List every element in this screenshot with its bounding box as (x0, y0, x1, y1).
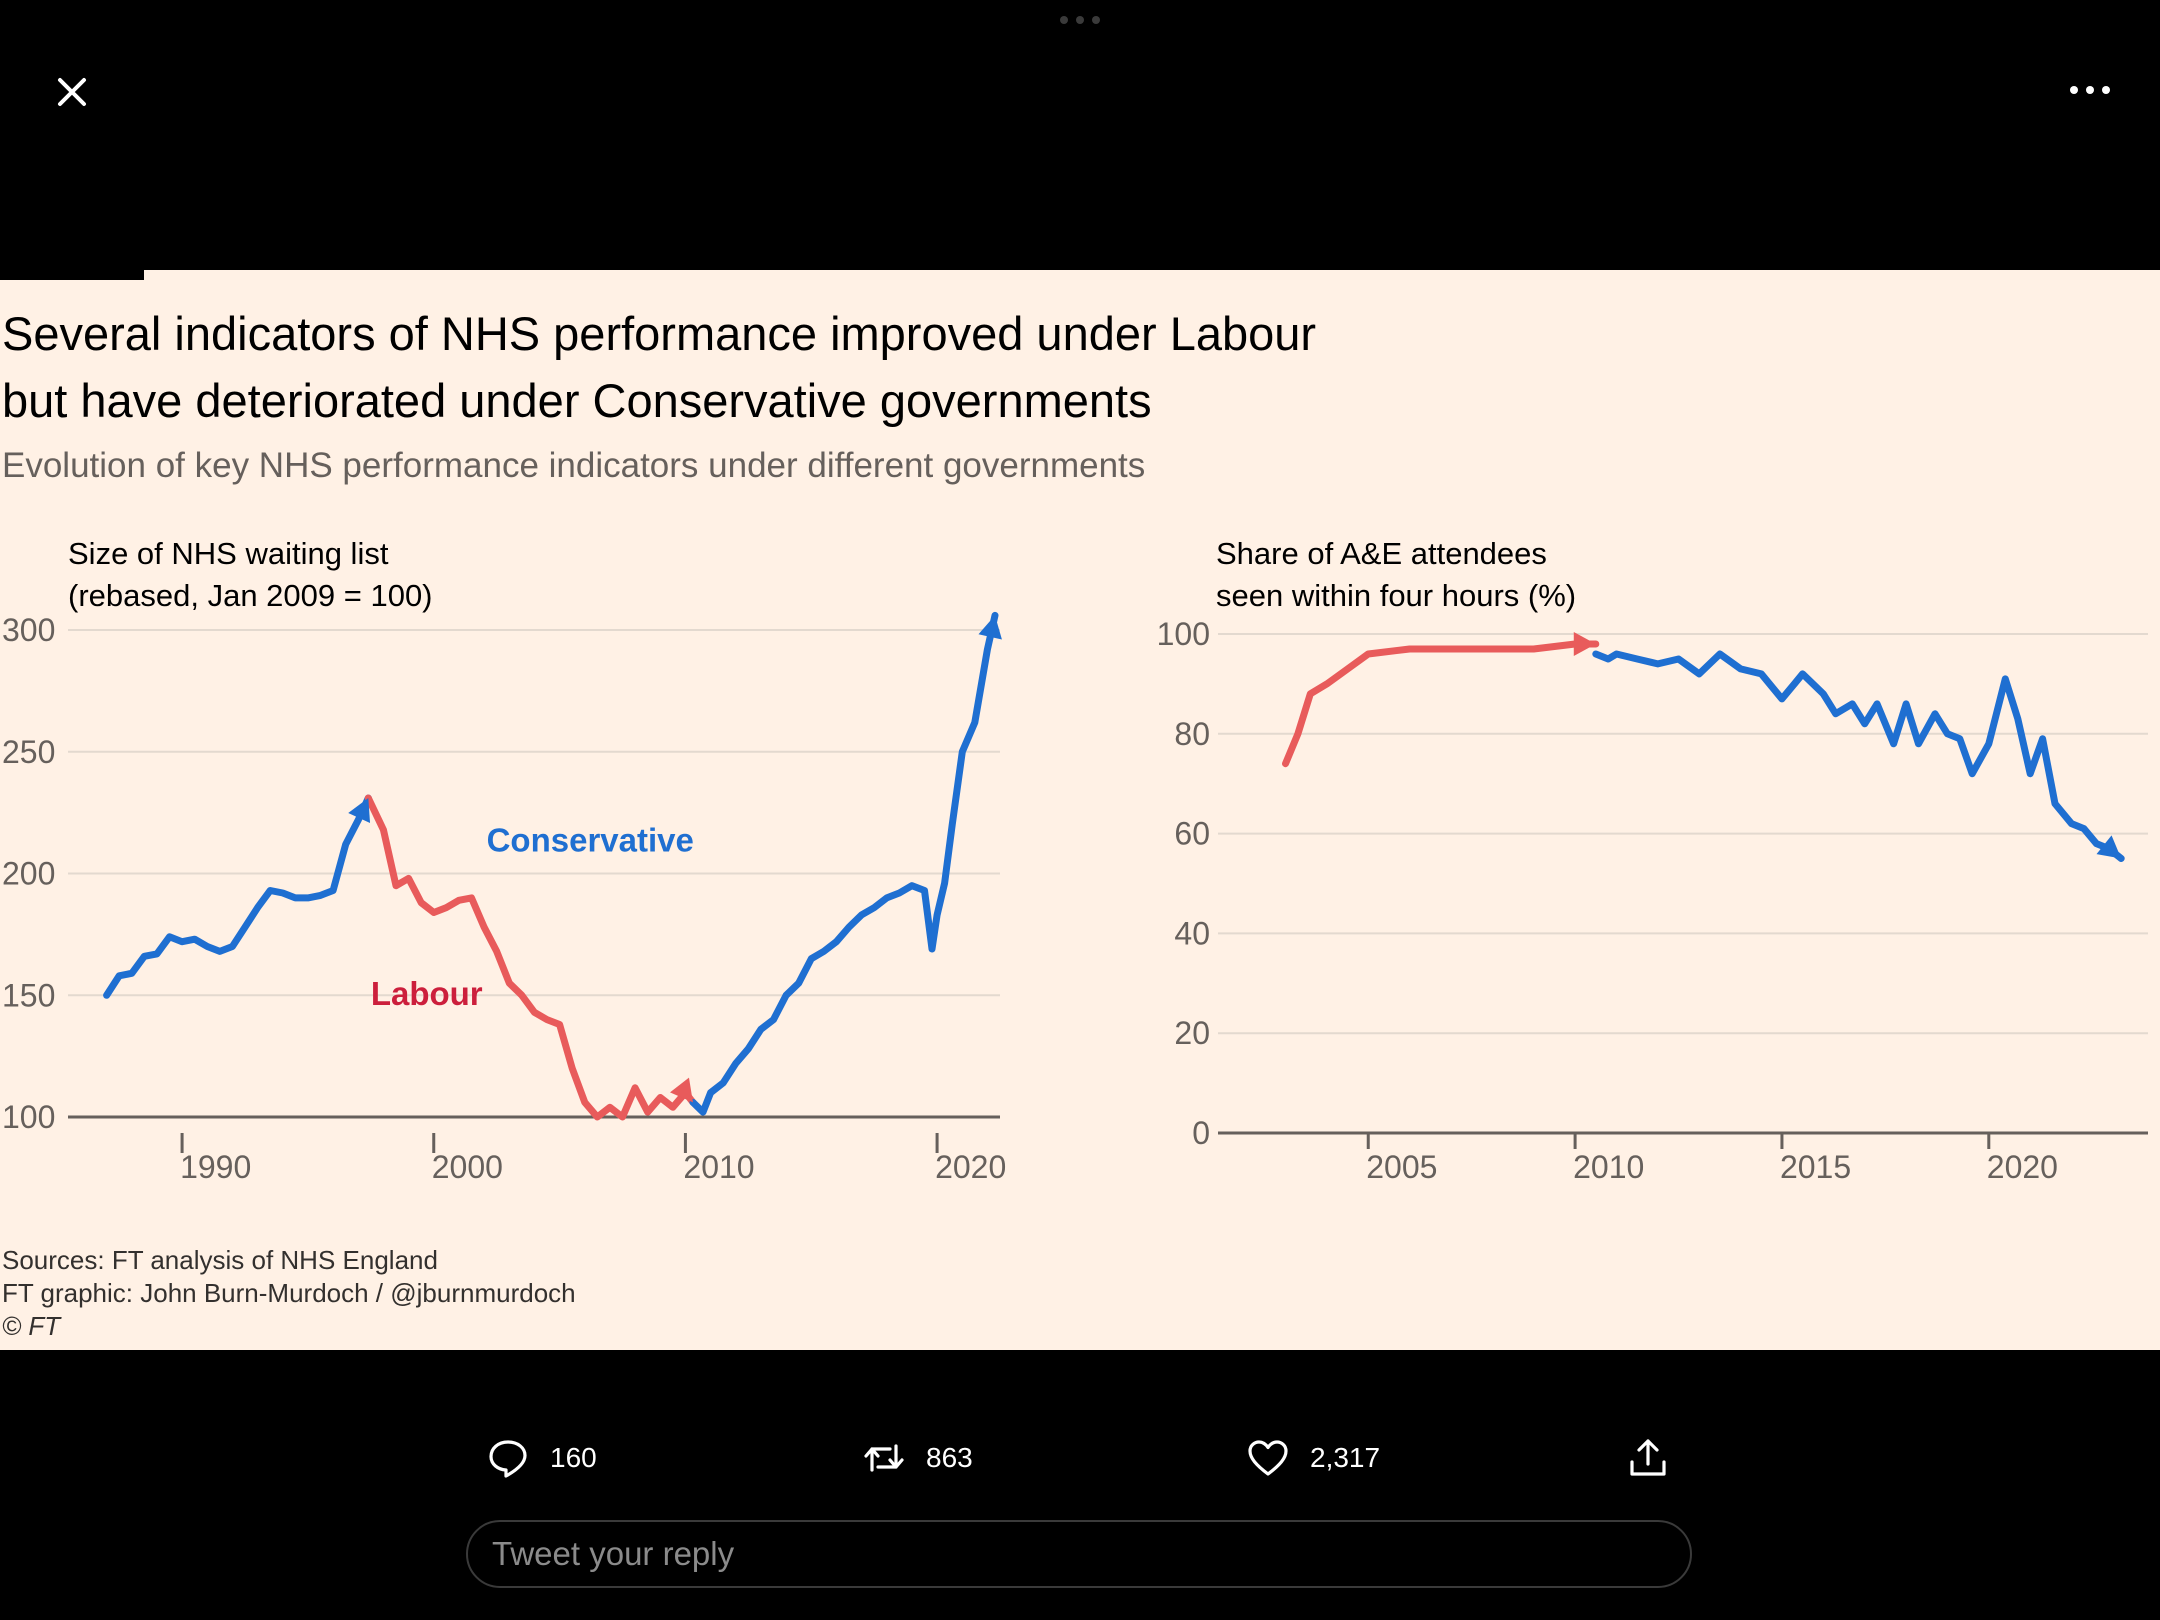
chart-1-x-tick-label: 1990 (180, 1149, 251, 1185)
headline-line-1: Several indicators of NHS performance im… (2, 307, 1317, 360)
chart-1-series-labour-2 (364, 794, 697, 1121)
retweet-icon (864, 1444, 904, 1472)
chart-1-arrowhead (670, 1077, 693, 1103)
chart-headline: Several indicators of NHS performance im… (2, 300, 1502, 434)
chart-2-arrowhead (2096, 835, 2122, 859)
chart-2-x-tick-label: 2020 (1987, 1149, 2058, 1185)
chart-1-arrowhead (978, 615, 1002, 640)
chart-1-y-tick-label: 150 (2, 977, 55, 1013)
chart-1-arrowhead (348, 798, 371, 824)
close-icon[interactable] (50, 70, 94, 114)
reply-composer[interactable] (466, 1520, 1692, 1588)
chart-subtitle: Evolution of key NHS performance indicat… (2, 446, 1146, 485)
ft-brand-tab (0, 270, 144, 280)
retweet-count: 863 (926, 1442, 973, 1473)
chart-2-title-line-2: seen within four hours (%) (1216, 578, 1576, 613)
chart-2-x-tick-label: 2015 (1780, 1149, 1851, 1185)
retweet-button[interactable]: 863 (862, 1428, 973, 1488)
chart-1-x-tick-label: 2010 (683, 1149, 754, 1185)
reply-button[interactable]: 160 (486, 1428, 597, 1488)
reply-input[interactable] (490, 1534, 1690, 1574)
chart-1-y-tick-label: 200 (2, 856, 55, 892)
credit-note: FT graphic: John Burn-Murdoch / @jburnmu… (2, 1278, 576, 1308)
share-button[interactable] (1626, 1428, 1690, 1488)
chart-2-arrowhead (1573, 631, 1596, 656)
chart-2-y-tick-label: 80 (1174, 716, 1210, 752)
like-button[interactable]: 2,317 (1246, 1428, 1380, 1488)
sources-note: Sources: FT analysis of NHS England (2, 1245, 438, 1275)
reply-count: 160 (550, 1442, 597, 1473)
chart-1-x-tick-label: 2020 (935, 1149, 1006, 1185)
chart-2-x-tick-label: 2010 (1573, 1149, 1644, 1185)
chart-1-x-tick-label: 2000 (432, 1149, 503, 1185)
chart-footer: Sources: FT analysis of NHS England FT g… (2, 1244, 576, 1343)
chart-2-y-tick-label: 20 (1174, 1015, 1210, 1051)
chart-1-title-line-2: (rebased, Jan 2009 = 100) (68, 578, 433, 613)
chart-2-series-conservative-2 (1592, 650, 2125, 862)
chart-1-label-conservative: Conservative (487, 822, 694, 859)
chart-2-title-line-1: Share of A&E attendees (1216, 536, 1547, 571)
chart-1-series-conservative-1 (103, 794, 372, 999)
like-count: 2,317 (1310, 1442, 1381, 1473)
chart-1-y-tick-label: 300 (2, 612, 55, 648)
chart-1-y-tick-label: 100 (2, 1099, 55, 1135)
chart-1-y-tick-label: 250 (2, 734, 55, 770)
reply-icon (489, 1440, 527, 1478)
chart-2-series-labour-1 (1282, 640, 1600, 768)
chart-1-series-conservative-3 (689, 611, 999, 1116)
share-icon (1630, 1439, 1666, 1476)
chart-2-y-tick-label: 100 (1157, 616, 1210, 652)
copyright-note: © FT (2, 1311, 61, 1341)
chart-2-y-tick-label: 0 (1192, 1115, 1210, 1151)
chart-2-y-tick-label: 40 (1174, 915, 1210, 951)
chart-2-y-tick-label: 60 (1174, 816, 1210, 852)
page-dots-icon (1060, 16, 1100, 24)
heart-icon (1248, 1440, 1288, 1476)
chart-2-x-tick-label: 2005 (1366, 1149, 1437, 1185)
more-horizontal-icon[interactable] (2066, 72, 2114, 108)
chart-1-title-line-1: Size of NHS waiting list (68, 536, 389, 571)
tweet-action-bar: 160 863 2,317 (0, 1428, 2160, 1488)
chart-1-label-labour: Labour (371, 975, 483, 1012)
headline-line-2: but have deteriorated under Conservative… (2, 374, 1152, 427)
